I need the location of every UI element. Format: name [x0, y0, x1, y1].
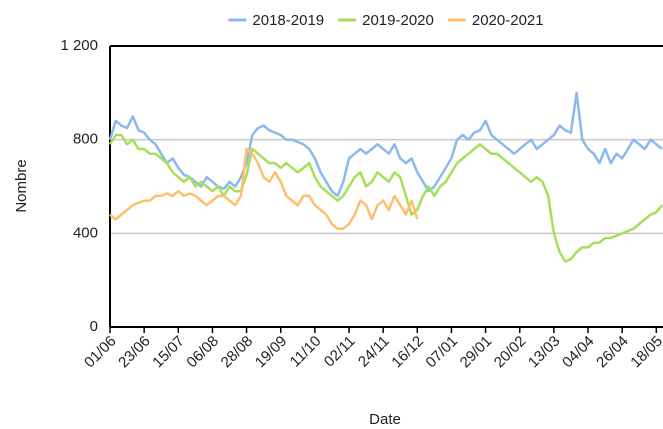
x-tick-label: 28/08 [218, 333, 257, 372]
legend-label: 2018-2019 [252, 12, 324, 29]
series-line [109, 147, 419, 230]
x-tick-label: 20/02 [491, 333, 530, 372]
x-tick-label: 19/09 [252, 333, 291, 372]
x-tick-label: 26/04 [593, 333, 632, 372]
legend-label: 2019-2020 [362, 12, 434, 29]
x-tick-label: 23/06 [115, 333, 154, 372]
y-tick-label: 400 [73, 224, 98, 241]
x-axis-label: Date [369, 411, 401, 428]
x-tick-label: 04/04 [559, 333, 598, 372]
x-tick-label: 13/03 [525, 333, 564, 372]
series-line [108, 91, 663, 198]
y-tick-label: 0 [90, 318, 98, 335]
x-tick-label: 15/07 [149, 333, 188, 372]
x-tick-label: 24/11 [355, 333, 393, 371]
y-tick-label: 1 200 [60, 37, 98, 54]
series-line [108, 133, 663, 263]
x-tick-label: 01/06 [81, 333, 120, 372]
x-tick-label: 02/11 [321, 333, 359, 371]
x-tick-label: 11/10 [287, 333, 325, 371]
y-axis-label: Nombre [13, 159, 30, 212]
x-tick-label: 07/01 [423, 333, 462, 372]
y-tick-label: 800 [73, 131, 98, 148]
x-tick-label: 29/01 [457, 333, 496, 372]
x-tick-label: 06/08 [183, 333, 222, 372]
x-tick-label: 16/12 [388, 333, 427, 372]
x-tick-label: 18/05 [627, 333, 663, 372]
legend-label: 2020-2021 [472, 12, 544, 29]
